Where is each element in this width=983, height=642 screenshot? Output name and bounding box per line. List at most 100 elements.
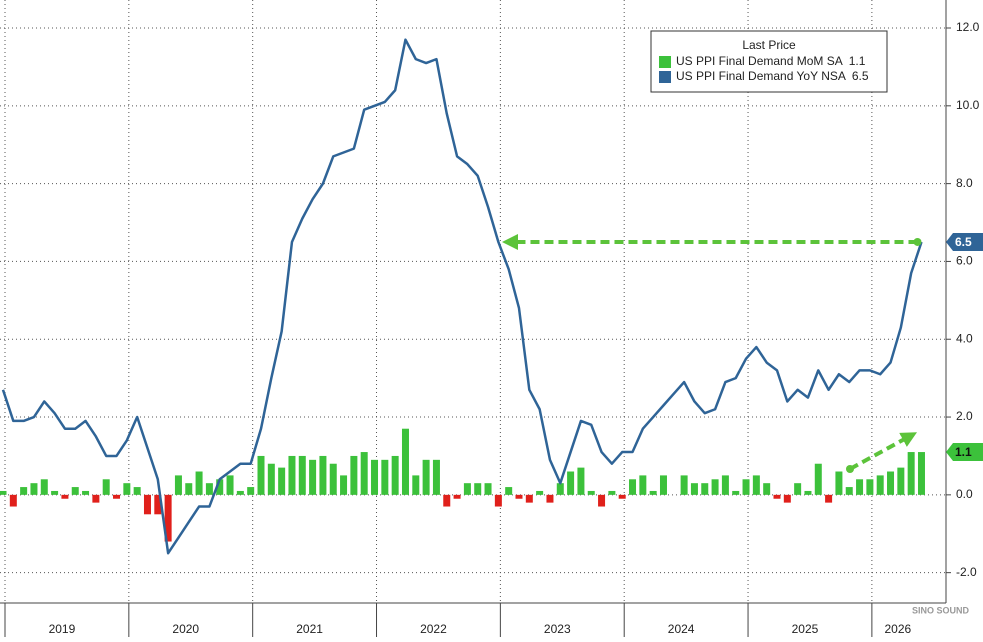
legend-value: 1.1 — [849, 54, 866, 68]
bar — [649, 490, 657, 495]
value-badge — [946, 443, 983, 462]
y-tick-label: 12.0 — [956, 20, 980, 34]
x-tick-label: 2024 — [668, 622, 695, 636]
bar — [907, 452, 915, 495]
annotation-dot — [913, 237, 922, 246]
bar — [866, 479, 874, 495]
bar — [329, 463, 337, 495]
watermark: SINO SOUND — [912, 605, 970, 615]
bar — [102, 479, 110, 495]
bar — [484, 483, 492, 495]
bar — [463, 483, 471, 495]
bar — [226, 475, 234, 495]
y-tick-label: -2.0 — [956, 565, 977, 579]
bar — [887, 471, 895, 495]
bar — [20, 487, 28, 495]
bar — [412, 475, 420, 495]
bar — [319, 455, 327, 495]
bar — [247, 487, 255, 495]
bar — [876, 475, 884, 495]
bar — [845, 487, 853, 495]
bar — [236, 490, 244, 495]
y-tick-label: 10.0 — [956, 98, 980, 112]
bar — [113, 494, 121, 499]
legend-title: Last Price — [742, 38, 796, 52]
bar — [856, 479, 864, 495]
bar — [897, 467, 905, 495]
bar — [536, 490, 544, 495]
bar — [773, 494, 781, 499]
bar — [40, 479, 48, 495]
bar — [432, 459, 440, 495]
bar — [185, 483, 193, 495]
value-badge-label: 1.1 — [955, 445, 972, 459]
bar — [494, 494, 502, 507]
bar — [71, 487, 79, 495]
bar — [82, 490, 90, 495]
y-tick-label: 8.0 — [956, 176, 973, 190]
bar — [825, 494, 833, 503]
bar — [164, 494, 172, 542]
bar — [546, 494, 554, 503]
bar — [752, 475, 760, 495]
bar — [659, 475, 667, 495]
bar — [690, 483, 698, 495]
bar — [618, 494, 626, 499]
bar — [174, 475, 182, 495]
bar — [732, 490, 740, 495]
bar — [92, 494, 100, 503]
legend-value: 6.5 — [852, 69, 869, 83]
bar — [567, 471, 575, 495]
bar — [639, 475, 647, 495]
bar — [711, 479, 719, 495]
bar — [309, 459, 317, 495]
bar — [505, 487, 513, 495]
x-tick-label: 2025 — [792, 622, 819, 636]
bar — [556, 483, 564, 495]
legend-label: US PPI Final Demand YoY NSA — [676, 69, 846, 83]
bar — [577, 467, 585, 495]
bar — [401, 428, 409, 495]
line — [1, 38, 923, 555]
bar — [216, 479, 224, 495]
legend-label: US PPI Final Demand MoM SA — [676, 54, 843, 68]
bar — [0, 490, 7, 495]
bar — [340, 475, 348, 495]
bar — [391, 455, 399, 495]
bar — [133, 487, 141, 495]
bar — [474, 483, 482, 495]
bar — [721, 475, 729, 495]
x-tick-label: 2022 — [420, 622, 447, 636]
bar — [763, 483, 771, 495]
bar — [143, 494, 151, 515]
y-tick-label: 0.0 — [956, 487, 973, 501]
bar — [525, 494, 533, 503]
x-tick-label: 2021 — [296, 622, 323, 636]
x-tick-label: 2026 — [884, 622, 911, 636]
bar — [30, 483, 38, 495]
bar — [453, 494, 461, 499]
bar — [701, 483, 709, 495]
bar — [267, 463, 275, 495]
bar — [288, 455, 296, 495]
bar — [278, 467, 286, 495]
bar — [598, 494, 606, 507]
bar — [350, 455, 358, 495]
bar — [154, 494, 162, 515]
value-badge — [946, 232, 983, 251]
bar — [257, 455, 265, 495]
annotation-arrow — [849, 432, 918, 471]
bar — [205, 483, 213, 495]
y-tick-label: 6.0 — [956, 254, 973, 268]
bar — [515, 494, 523, 499]
bar — [794, 483, 802, 495]
bar — [835, 471, 843, 495]
bar — [804, 490, 812, 495]
y-tick-label: 2.0 — [956, 409, 973, 423]
legend-box — [650, 30, 888, 93]
bar — [9, 494, 17, 507]
bar — [371, 459, 379, 495]
legend-swatch — [659, 71, 671, 83]
